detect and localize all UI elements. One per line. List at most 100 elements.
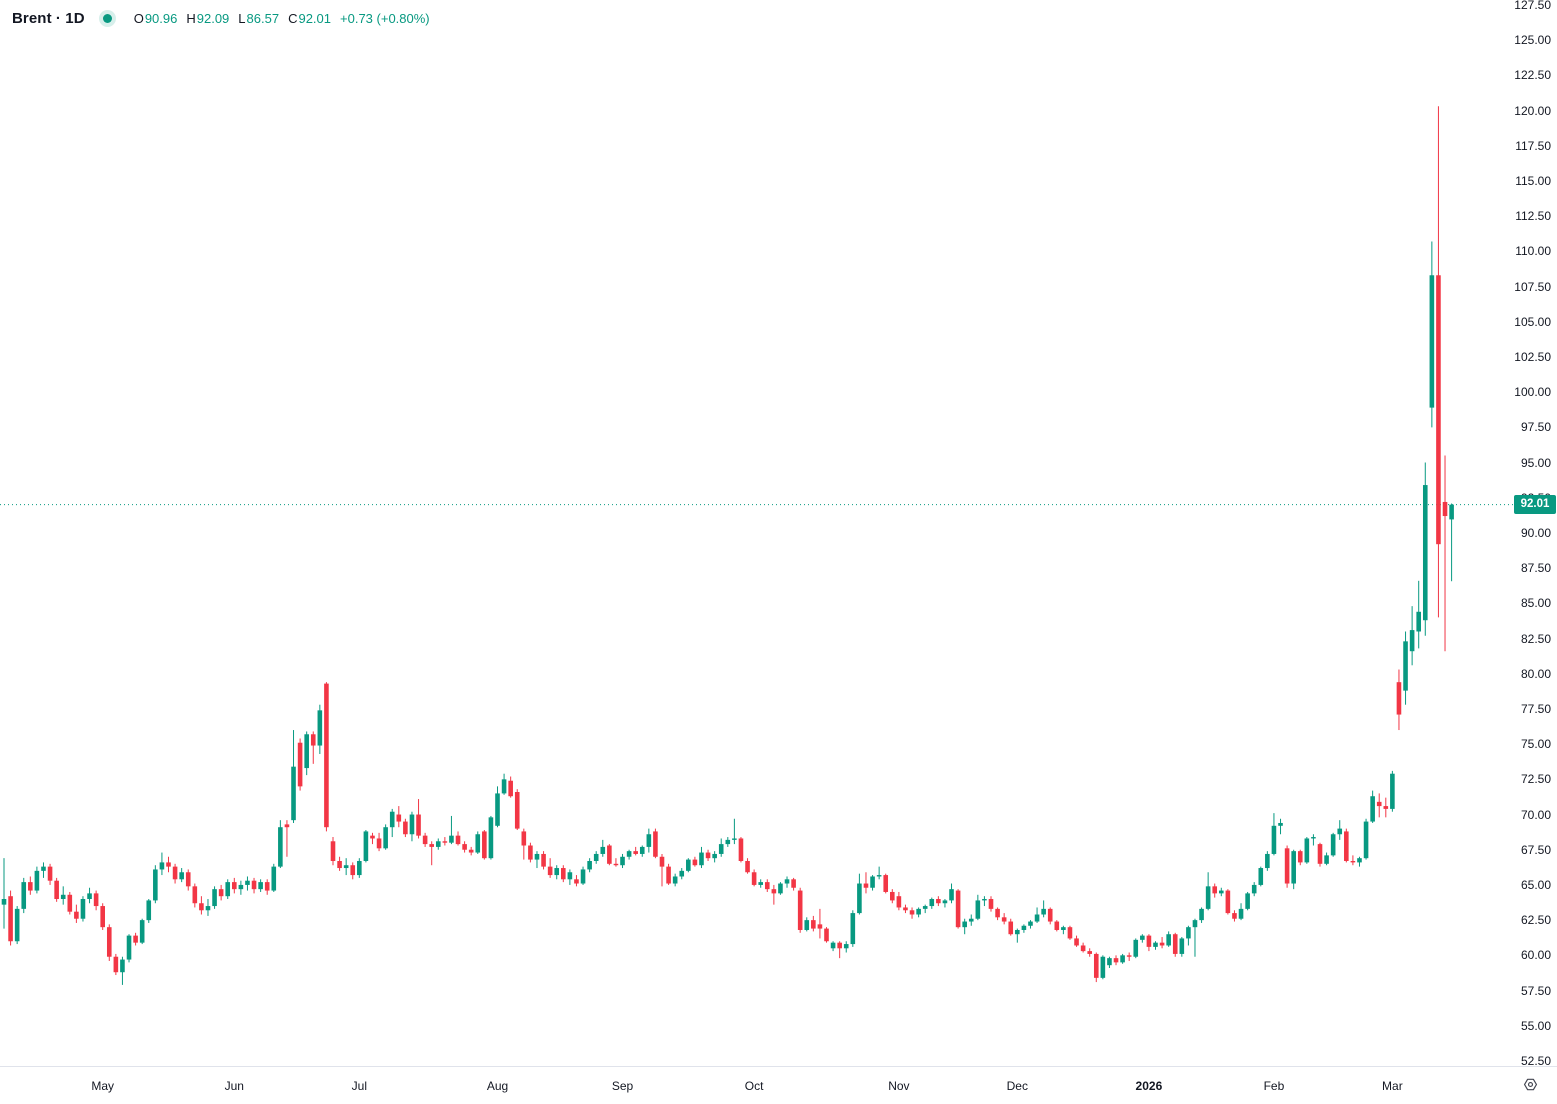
price-axis-tick: 77.50 — [1520, 701, 1551, 716]
candle-body — [1449, 504, 1454, 520]
candle-body — [600, 846, 606, 854]
candle-body — [1297, 851, 1303, 863]
candle-body — [679, 870, 685, 877]
gear-icon — [1523, 1078, 1537, 1090]
candle-body — [824, 928, 829, 942]
chart-plot-area[interactable] — [0, 0, 1513, 1066]
price-axis-tick: 112.50 — [1515, 209, 1551, 224]
time-axis-month-label: Jun — [224, 1079, 244, 1093]
candle-body — [1409, 630, 1415, 652]
candle-body — [968, 918, 974, 922]
candle-body — [93, 893, 99, 907]
candle-body — [8, 896, 13, 942]
candle-body — [1416, 611, 1421, 632]
candle-body — [41, 866, 46, 871]
candle-body — [751, 872, 757, 885]
candle-body — [67, 894, 73, 912]
candle-body — [258, 882, 263, 890]
candle-body — [1008, 921, 1014, 935]
candle-body — [310, 734, 316, 746]
candle-body — [1370, 796, 1375, 822]
candle-body — [626, 851, 632, 857]
candle-body — [1324, 855, 1329, 864]
candle-body — [613, 863, 619, 866]
candle-body — [1376, 801, 1382, 807]
open-value: O 90.96 — [133, 10, 178, 26]
candle-body — [1396, 682, 1402, 715]
candle-body — [936, 899, 941, 904]
candle-body — [1034, 914, 1040, 922]
time-axis-month-label: Oct — [744, 1079, 764, 1093]
candle-body — [712, 853, 717, 859]
candle-body — [166, 862, 171, 867]
candle-body — [1100, 956, 1106, 978]
candle-body — [100, 906, 105, 928]
candle-body — [653, 831, 658, 857]
candle-body — [1225, 890, 1231, 914]
candle-body — [192, 886, 198, 904]
time-axis-month-label: Nov — [888, 1079, 910, 1093]
candle-body — [153, 869, 158, 901]
price-axis-tick: 60.00 — [1520, 948, 1551, 963]
candle-body — [1429, 275, 1435, 408]
candle-body — [1, 899, 7, 905]
time-axis-month-label: May — [91, 1079, 115, 1093]
candle-body — [804, 920, 810, 930]
candle-body — [304, 734, 309, 769]
candle-body — [607, 845, 612, 864]
candle-body — [495, 793, 500, 826]
candle-body — [666, 866, 671, 884]
candle-body — [870, 876, 875, 888]
price-axis-tick: 110.00 — [1515, 244, 1551, 259]
candle-body — [232, 882, 237, 890]
candle-body — [199, 903, 204, 911]
price-scale-settings-button[interactable] — [1518, 1072, 1542, 1096]
price-axis-tick: 72.50 — [1520, 772, 1551, 787]
candle-body — [1113, 958, 1119, 963]
time-axis-month-label: Mar — [1382, 1079, 1403, 1093]
candle-body — [909, 910, 915, 915]
candle-body — [1047, 908, 1053, 922]
candle-body — [778, 883, 783, 894]
candle-body — [764, 882, 770, 890]
price-axis-tick: 117.50 — [1515, 138, 1551, 153]
candle-body — [738, 838, 744, 861]
candle-body — [1140, 935, 1145, 940]
price-axis[interactable]: 92.01 52.50 55.00 57.50 60.00 62.50 65.00 67.5… — [1513, 0, 1557, 1068]
candle-body — [1442, 501, 1448, 517]
candle-body — [1212, 886, 1218, 894]
candle-body — [34, 870, 40, 891]
candle-body — [554, 868, 560, 876]
candle-body — [508, 780, 513, 797]
candle-body — [80, 899, 86, 919]
candle-body — [350, 865, 356, 876]
candle-body — [1344, 831, 1349, 861]
candle-body — [1021, 925, 1027, 930]
candle-body — [330, 841, 336, 861]
candlestick-series[interactable] — [1, 106, 1454, 985]
candle-body — [28, 882, 33, 891]
candle-body — [1001, 917, 1007, 922]
candle-body — [1337, 828, 1343, 835]
candle-body — [317, 710, 323, 746]
candle-body — [771, 889, 777, 894]
candle-body — [475, 834, 481, 853]
time-axis[interactable]: May Jun Jul Aug Sep Oct Nov Dec 2026 Feb Mar — [0, 1066, 1557, 1104]
candle-body — [403, 821, 408, 835]
candle-body — [672, 876, 678, 884]
candle-body — [488, 817, 494, 859]
candlestick-chart[interactable] — [0, 0, 1513, 1066]
price-axis-tick: 90.00 — [1520, 525, 1551, 540]
candle-body — [797, 890, 803, 930]
candle-body — [890, 891, 895, 901]
symbol-title[interactable]: Brent · 1D — [12, 9, 85, 27]
candle-body — [1271, 825, 1277, 854]
candle-body — [1265, 853, 1270, 869]
candle-body — [1061, 927, 1066, 930]
time-axis-month-label: Sep — [611, 1079, 634, 1093]
candle-body — [1291, 851, 1296, 884]
time-axis-month-label: Dec — [1006, 1079, 1028, 1093]
candle-body — [876, 875, 882, 877]
market-status-icon[interactable] — [98, 9, 116, 27]
candle-body — [1126, 955, 1132, 957]
